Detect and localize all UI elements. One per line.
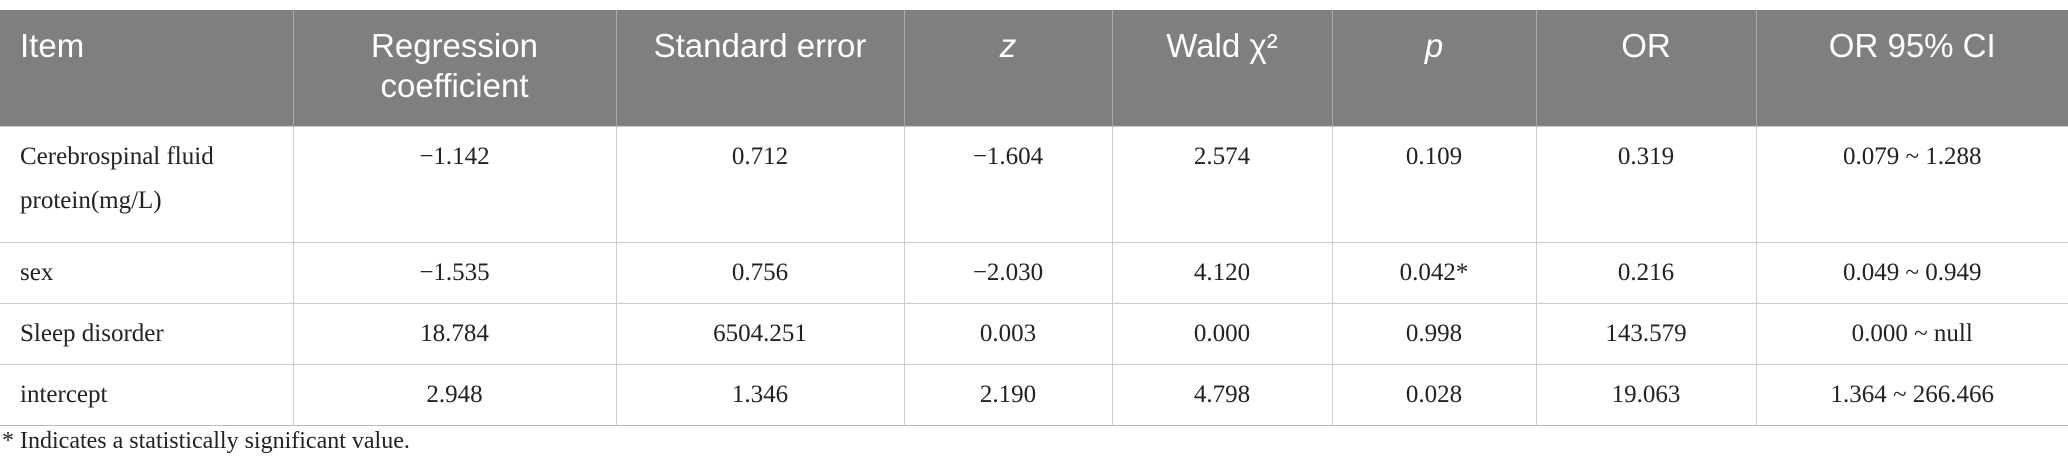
table-cell: 0.319 bbox=[1535, 125, 1756, 242]
table-cell: 18.784 bbox=[292, 302, 616, 364]
footnote: * Indicates a statistically significant … bbox=[2, 428, 410, 454]
results-table: Item Regression coefficient Standard error… bbox=[0, 10, 2068, 426]
table-cell: 2.190 bbox=[903, 363, 1112, 425]
table-cell: 0.000 ~ null bbox=[1755, 302, 2068, 364]
table-cell: 19.063 bbox=[1535, 363, 1756, 425]
table-cell: 1.364 ~ 266.466 bbox=[1755, 363, 2068, 425]
table-cell: 143.579 bbox=[1535, 302, 1756, 364]
table-cell: 2.574 bbox=[1111, 125, 1332, 242]
table-cell: 6504.251 bbox=[615, 302, 904, 364]
table-cell: intercept bbox=[0, 363, 293, 425]
header-cell: Item bbox=[0, 10, 293, 126]
header-cell: p bbox=[1331, 10, 1536, 126]
header-row: Item Regression coefficient Standard error… bbox=[0, 10, 2068, 126]
table-cell: 0.756 bbox=[615, 241, 904, 303]
table-cell: 2.948 bbox=[292, 363, 616, 425]
table-cell: 0.216 bbox=[1535, 241, 1756, 303]
table-cell: −1.535 bbox=[292, 241, 616, 303]
table-cell: −2.030 bbox=[903, 241, 1112, 303]
header-cell: Regression coefficient bbox=[292, 10, 616, 126]
table-cell: 0.028 bbox=[1331, 363, 1536, 425]
header-cell: OR 95% CI bbox=[1755, 10, 2068, 126]
table-cell: −1.142 bbox=[292, 125, 616, 242]
table-cell: 0.109 bbox=[1331, 125, 1536, 242]
table-cell: 4.120 bbox=[1111, 241, 1332, 303]
table-row: intercept 2.948 1.346 2.190 4.798 0.028 19.063… bbox=[0, 363, 2068, 425]
table-cell: 0.079 ~ 1.288 bbox=[1755, 125, 2068, 242]
table-cell: 0.712 bbox=[615, 125, 904, 242]
header-cell: z bbox=[903, 10, 1112, 126]
header-cell: OR bbox=[1535, 10, 1756, 126]
header-cell: Wald χ² bbox=[1111, 10, 1332, 126]
table-cell: 0.042* bbox=[1331, 241, 1536, 303]
table-cell: 0.049 ~ 0.949 bbox=[1755, 241, 2068, 303]
table-cell: 4.798 bbox=[1111, 363, 1332, 425]
table-row: sex −1.535 0.756 −2.030 4.120 0.042* 0.216 0.04… bbox=[0, 241, 2068, 303]
table-row: Sleep disorder 18.784 6504.251 0.003 0.000 0.… bbox=[0, 302, 2068, 364]
table-cell: 1.346 bbox=[615, 363, 904, 425]
table-cell: 0.998 bbox=[1331, 302, 1536, 364]
table-cell: 0.003 bbox=[903, 302, 1112, 364]
table-cell: 0.000 bbox=[1111, 302, 1332, 364]
header-cell: Standard error bbox=[615, 10, 904, 126]
table-cell: sex bbox=[0, 241, 293, 303]
table-body: Cerebrospinal fluid protein(mg/L) −1.142 0… bbox=[0, 125, 2068, 425]
table-cell: −1.604 bbox=[903, 125, 1112, 242]
table-row: Cerebrospinal fluid protein(mg/L) −1.142 0… bbox=[0, 125, 2068, 242]
table-cell: Cerebrospinal fluid protein(mg/L) bbox=[0, 125, 293, 242]
table-cell: Sleep disorder bbox=[0, 302, 293, 364]
